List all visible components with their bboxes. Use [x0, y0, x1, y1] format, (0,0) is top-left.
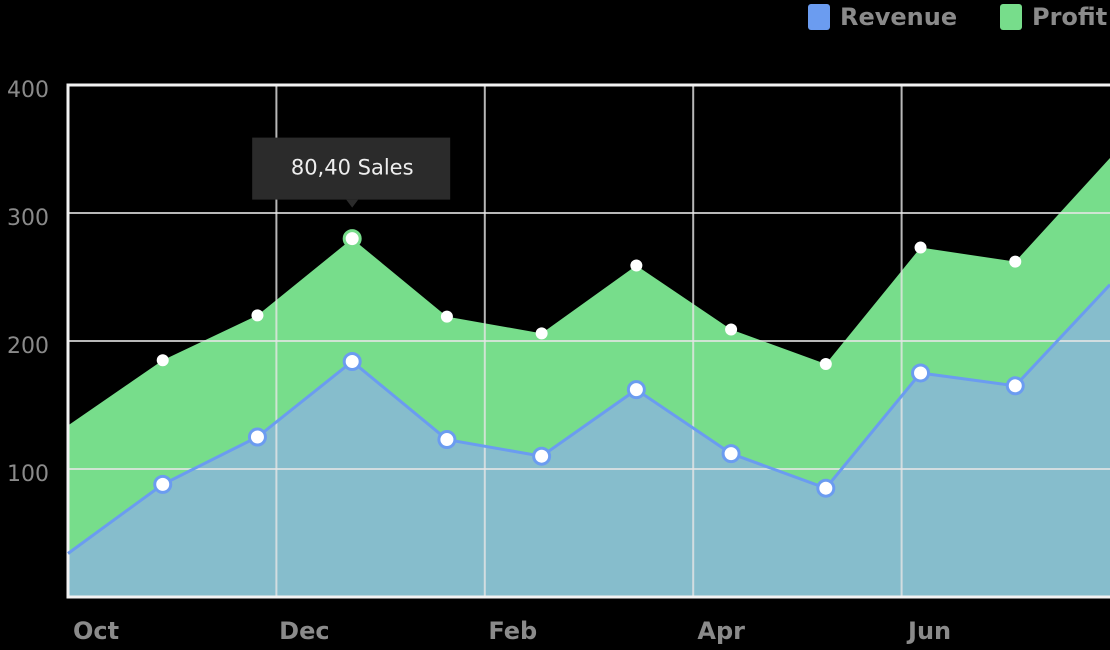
y-tick-label: 100: [7, 462, 49, 487]
point: [342, 351, 362, 371]
point: [819, 358, 832, 371]
y-tick-label: 200: [7, 334, 49, 359]
x-tick-label: Oct: [73, 617, 119, 645]
x-tick-label: Dec: [279, 617, 329, 645]
legend-swatch: [1000, 4, 1022, 30]
point: [816, 478, 836, 498]
point: [535, 327, 548, 340]
point: [251, 309, 264, 322]
plot-border: [66, 83, 1110, 599]
point: [153, 474, 173, 494]
point: [156, 354, 169, 367]
line: [67, 283, 1110, 555]
point: [437, 430, 457, 450]
area: [68, 157, 1110, 554]
legend-label: Profit: [1032, 3, 1107, 31]
legend-swatch: [808, 4, 830, 30]
x-tick-label: Apr: [697, 617, 745, 645]
y-tick-label: 300: [7, 206, 49, 231]
point: [247, 427, 267, 447]
point: [725, 323, 738, 336]
point: [911, 363, 931, 383]
tooltip-arrow: [346, 199, 359, 208]
point: [626, 380, 646, 400]
point: [342, 229, 362, 249]
y-tick-label: 400: [7, 78, 49, 103]
point: [1009, 255, 1022, 268]
point: [532, 446, 552, 466]
point: [630, 259, 643, 272]
tooltip-box: [252, 137, 451, 200]
x-tick-label: Jun: [906, 617, 951, 645]
legend-label: Revenue: [840, 3, 957, 31]
tooltip-text: 80,40 Sales: [291, 156, 414, 180]
point: [721, 444, 741, 464]
area: [68, 284, 1110, 597]
x-tick-label: Feb: [488, 617, 537, 645]
point: [914, 241, 927, 254]
point: [440, 310, 453, 323]
point: [1005, 376, 1025, 396]
